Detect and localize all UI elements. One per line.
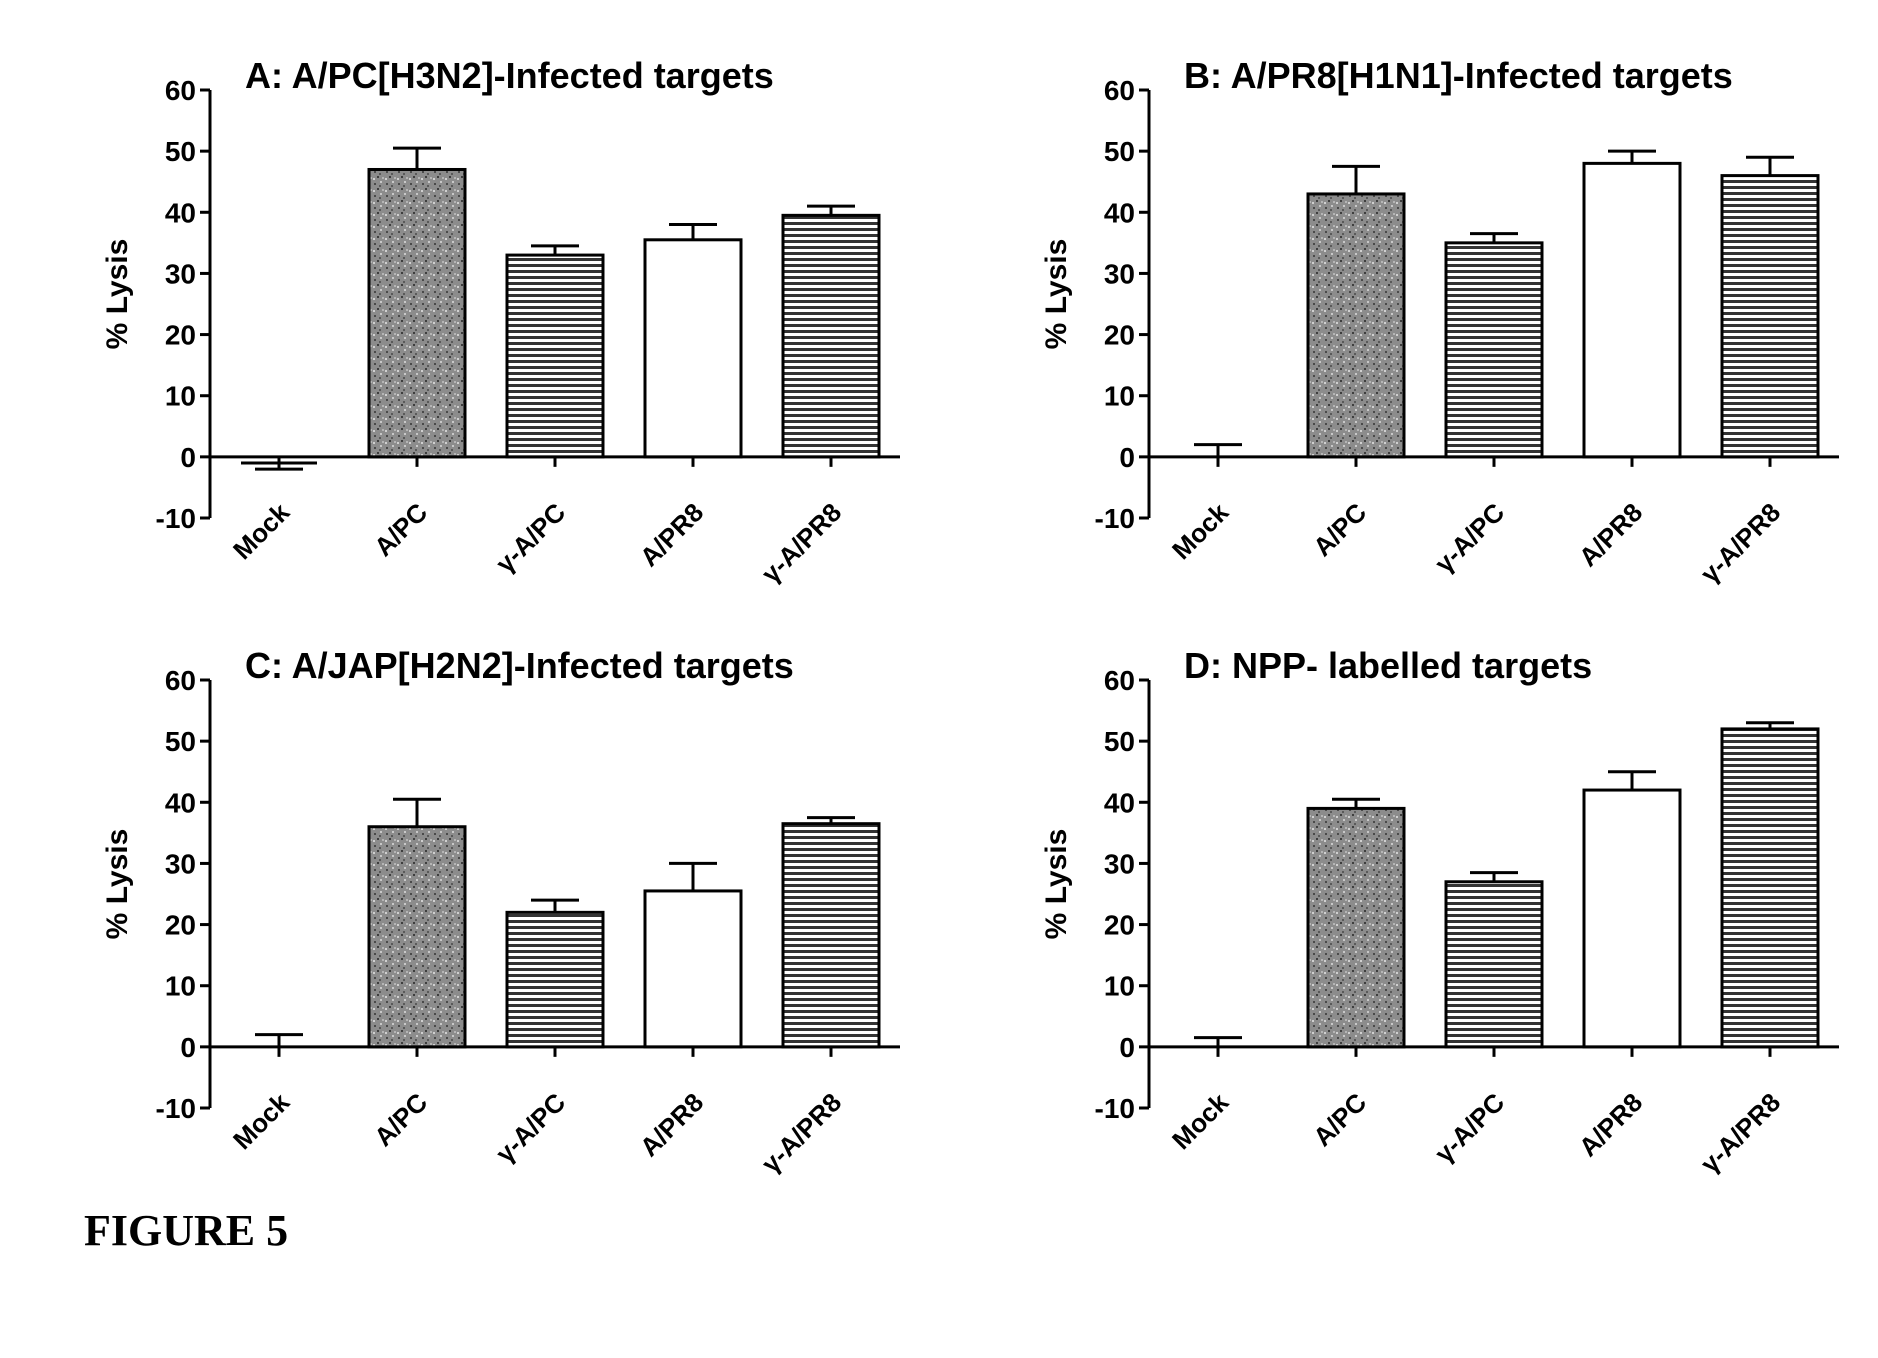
y-tick-label: 20 xyxy=(165,320,196,351)
y-tick-label: 10 xyxy=(165,381,196,412)
y-tick-label: 50 xyxy=(165,136,196,167)
x-tick-label: γ-A/PR8 xyxy=(756,497,848,589)
y-tick-label: 60 xyxy=(165,75,196,106)
x-tick-label: A/PR8 xyxy=(634,497,709,572)
y-tick-label: 10 xyxy=(1104,381,1135,412)
y-tick-label: 0 xyxy=(180,1032,196,1063)
y-axis-label: % Lysis xyxy=(1040,239,1073,350)
x-tick-label: γ-A/PR8 xyxy=(1695,1087,1787,1179)
x-tick-label: Mock xyxy=(227,1087,296,1156)
bar xyxy=(1446,882,1542,1047)
x-tick-label: Mock xyxy=(1166,1087,1235,1156)
bar xyxy=(1308,808,1404,1046)
y-tick-label: 20 xyxy=(1104,910,1135,941)
chart-svg: D: NPP- labelled targets % Lysis -10 0 10 20 3… xyxy=(939,590,1878,1180)
x-tick-label: A/PR8 xyxy=(1573,1087,1648,1162)
x-tick-label: A/PR8 xyxy=(634,1087,709,1162)
y-tick-label: 0 xyxy=(1119,1032,1135,1063)
y-tick-label: 10 xyxy=(1104,971,1135,1002)
chart-svg: A: A/PC[H3N2]-Infected targets % Lysis -10… xyxy=(0,0,939,590)
bar xyxy=(645,891,741,1047)
y-tick-label: 50 xyxy=(165,726,196,757)
x-tick-label: A/PC xyxy=(1307,497,1372,562)
chart-title: C: A/JAP[H2N2]-Infected targets xyxy=(245,645,794,686)
y-tick-label: 40 xyxy=(1104,197,1135,228)
x-tick-label: γ-A/PC xyxy=(1429,497,1511,579)
y-tick-label: 40 xyxy=(165,197,196,228)
chart-svg: C: A/JAP[H2N2]-Infected targets % Lysis -1… xyxy=(0,590,939,1180)
y-axis-label: % Lysis xyxy=(1040,829,1073,940)
y-tick-label: 30 xyxy=(165,848,196,879)
y-axis-label: % Lysis xyxy=(101,829,134,940)
bar xyxy=(1308,194,1404,457)
y-tick-label: 40 xyxy=(1104,787,1135,818)
bar xyxy=(369,169,465,456)
x-tick-label: Mock xyxy=(1166,497,1235,566)
y-tick-label: -10 xyxy=(1095,503,1135,534)
x-tick-label: A/PR8 xyxy=(1573,497,1648,572)
x-tick-label: A/PC xyxy=(368,497,433,562)
bar xyxy=(369,827,465,1047)
x-tick-label: γ-A/PC xyxy=(490,497,572,579)
y-tick-label: -10 xyxy=(1095,1093,1135,1124)
y-tick-label: 20 xyxy=(165,910,196,941)
x-tick-label: A/PC xyxy=(368,1087,433,1152)
y-tick-label: 60 xyxy=(1104,665,1135,696)
y-axis-label: % Lysis xyxy=(101,239,134,350)
x-tick-label: γ-A/PC xyxy=(1429,1087,1511,1169)
bar xyxy=(1446,243,1542,457)
figure-caption: FIGURE 5 xyxy=(84,1205,288,1256)
y-tick-label: 50 xyxy=(1104,726,1135,757)
y-tick-label: 0 xyxy=(1119,442,1135,473)
panel-c: C: A/JAP[H2N2]-Infected targets % Lysis -1… xyxy=(0,590,939,1180)
y-tick-label: 60 xyxy=(165,665,196,696)
chart-title: B: A/PR8[H1N1]-Infected targets xyxy=(1184,55,1733,96)
y-tick-label: 60 xyxy=(1104,75,1135,106)
x-tick-label: γ-A/PR8 xyxy=(756,1087,848,1179)
y-tick-label: 30 xyxy=(165,258,196,289)
y-tick-label: 10 xyxy=(165,971,196,1002)
chart-svg: B: A/PR8[H1N1]-Infected targets % Lysis -1… xyxy=(939,0,1878,590)
chart-title: A: A/PC[H3N2]-Infected targets xyxy=(245,55,774,96)
panel-a: A: A/PC[H3N2]-Infected targets % Lysis -10… xyxy=(0,0,939,590)
x-tick-label: Mock xyxy=(227,497,296,566)
bar xyxy=(507,912,603,1047)
y-tick-label: 30 xyxy=(1104,848,1135,879)
bar xyxy=(1722,176,1818,457)
x-tick-label: γ-A/PC xyxy=(490,1087,572,1169)
y-tick-label: 20 xyxy=(1104,320,1135,351)
chart-title: D: NPP- labelled targets xyxy=(1184,645,1592,686)
panel-b: B: A/PR8[H1N1]-Infected targets % Lysis -1… xyxy=(939,0,1878,590)
x-tick-label: γ-A/PR8 xyxy=(1695,497,1787,589)
x-tick-label: A/PC xyxy=(1307,1087,1372,1152)
bar xyxy=(507,255,603,457)
bar xyxy=(1584,163,1680,456)
bar xyxy=(1584,790,1680,1047)
y-tick-label: -10 xyxy=(156,503,196,534)
y-tick-label: 40 xyxy=(165,787,196,818)
bar xyxy=(783,215,879,457)
y-tick-label: -10 xyxy=(156,1093,196,1124)
y-tick-label: 30 xyxy=(1104,258,1135,289)
y-tick-label: 0 xyxy=(180,442,196,473)
y-tick-label: 50 xyxy=(1104,136,1135,167)
bar xyxy=(1722,729,1818,1047)
bar xyxy=(783,824,879,1047)
bar xyxy=(645,240,741,457)
panel-d: D: NPP- labelled targets % Lysis -10 0 10 20 3… xyxy=(939,590,1878,1180)
